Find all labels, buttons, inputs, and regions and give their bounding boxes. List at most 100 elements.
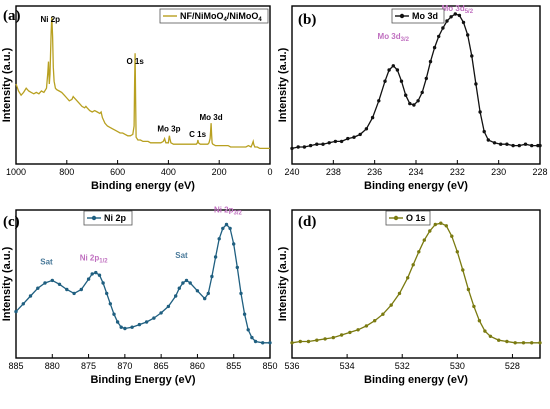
x-axis-label: Binding energy (eV) <box>364 374 468 386</box>
data-point <box>387 68 391 72</box>
legend: NF/NiMoO4/NiMoO4 <box>159 8 269 24</box>
data-point <box>50 278 54 283</box>
data-point <box>416 99 420 103</box>
peak-annotation: C 1s <box>189 130 206 139</box>
data-point <box>108 302 113 306</box>
data-point <box>115 320 120 324</box>
y-axis-label: Intensity (a.u.) <box>1 47 13 122</box>
data-point <box>422 238 426 242</box>
data-point <box>339 139 344 144</box>
x-tick-label: 536 <box>284 361 299 371</box>
series-line <box>291 222 540 344</box>
data-point <box>261 341 265 345</box>
x-tick-label: 850 <box>262 361 277 371</box>
peak-annotation: Sat <box>175 251 188 260</box>
data-point <box>477 319 482 323</box>
legend-marker <box>399 13 405 19</box>
data-point <box>497 338 501 342</box>
x-tick-label: 870 <box>117 361 132 371</box>
data-point <box>65 287 69 292</box>
data-point <box>21 302 25 306</box>
panel-label: (a) <box>3 8 21 24</box>
x-tick-label: 885 <box>8 361 23 371</box>
data-point <box>239 291 243 296</box>
data-point <box>389 303 393 307</box>
data-point <box>439 221 443 225</box>
plot-frame <box>15 209 271 359</box>
x-tick-label: 855 <box>226 361 241 371</box>
data-point <box>432 45 437 50</box>
data-point <box>105 291 109 296</box>
data-point <box>36 286 40 290</box>
legend-box <box>159 8 269 24</box>
panel-label: (c) <box>3 214 20 230</box>
x-axis-label: Binding energy (eV) <box>364 180 468 192</box>
data-point <box>449 15 453 19</box>
x-tick-label: 236 <box>367 167 382 177</box>
data-point <box>499 142 503 146</box>
panel-2: 240 238 236 234 232 230 228 Binding energy (eV)… <box>277 4 548 192</box>
data-point <box>348 330 352 335</box>
legend-label: Mo 3d <box>412 11 438 21</box>
y-axis-label: Intensity (a.u.) <box>1 246 13 321</box>
data-point <box>188 281 192 285</box>
legend: Ni 2p <box>83 210 133 226</box>
data-point <box>94 270 98 275</box>
data-point <box>420 90 424 95</box>
panel-label: (b) <box>298 12 316 28</box>
data-point <box>445 19 449 23</box>
x-tick-label: 234 <box>408 167 423 177</box>
legend-marker <box>91 215 97 221</box>
data-point <box>217 237 221 241</box>
panel-1: 1000 800 600 400 200 0 Binding energy (eV) Inte… <box>1 5 273 192</box>
data-point <box>144 320 149 324</box>
data-point <box>428 59 433 64</box>
data-point <box>424 76 428 81</box>
data-point <box>221 226 225 231</box>
x-axis-label: Binding energy (eV) <box>91 180 195 192</box>
x-axis-label: Binding Energy (eV) <box>90 374 195 386</box>
legend-label: Ni 2p <box>104 213 127 223</box>
data-point <box>57 282 62 286</box>
data-point <box>181 281 185 285</box>
data-point <box>538 341 542 345</box>
data-point <box>461 20 466 25</box>
panel-label: (d) <box>298 214 316 230</box>
data-point <box>315 338 319 342</box>
y-axis-label: Intensity (a.u.) <box>277 246 289 321</box>
legend-label: O 1s <box>406 213 426 223</box>
data-point <box>433 222 437 227</box>
peak-annotation: Mo 3d <box>200 113 223 122</box>
data-point <box>123 326 127 331</box>
data-point <box>358 132 362 137</box>
data-point <box>130 325 134 329</box>
data-point <box>538 143 542 148</box>
data-point <box>408 101 412 106</box>
panel-3: 885 880 875 870 865 860 855 850 Binding Energy (… <box>1 205 278 386</box>
peak-annotation: Ni 2p <box>41 15 61 24</box>
x-tick-label: 1000 <box>6 167 26 177</box>
data-point <box>417 250 421 254</box>
data-point <box>268 341 272 345</box>
legend-label: NF/NiMoO4/NiMoO4 <box>180 11 262 23</box>
data-point <box>333 139 338 144</box>
x-tick-label: 875 <box>81 361 96 371</box>
data-point <box>364 127 369 131</box>
data-point <box>444 224 448 228</box>
x-tick-label: 0 <box>267 167 272 177</box>
data-point <box>28 294 33 298</box>
data-point <box>43 281 47 285</box>
data-point <box>331 335 335 340</box>
data-point <box>327 141 331 145</box>
x-tick-label: 860 <box>190 361 205 371</box>
data-point <box>450 234 454 238</box>
x-tick-label: 532 <box>395 361 410 371</box>
data-point <box>174 294 178 298</box>
data-point <box>308 143 313 148</box>
peak-annotation: Mo 3d3/2 <box>378 32 410 43</box>
data-point <box>232 242 236 246</box>
data-point <box>210 274 214 279</box>
data-point <box>457 13 462 18</box>
data-point <box>321 142 325 146</box>
